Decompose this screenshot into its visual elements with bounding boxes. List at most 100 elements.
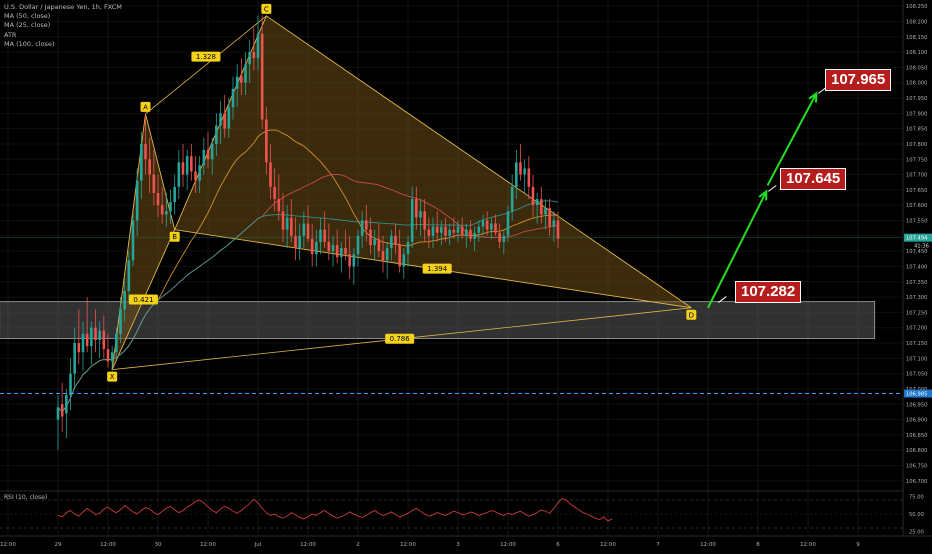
rsi-tick-label: 25.00: [909, 530, 924, 536]
candle-body: [260, 33, 264, 120]
countdown-label: 41:36: [914, 244, 929, 250]
candle-body: [452, 229, 456, 233]
rsi-tick-label: 50.00: [909, 512, 924, 518]
y-tick-label: 107.450: [906, 249, 927, 255]
candle-body: [244, 64, 247, 83]
candle-body: [502, 235, 506, 242]
candle-body: [235, 76, 239, 89]
projection-arrow-1: [707, 190, 768, 309]
candle-body: [444, 226, 447, 236]
candle-body: [110, 352, 114, 362]
y-tick-label: 107.050: [906, 372, 927, 378]
ratio-label: 1.394: [427, 265, 448, 273]
y-tick-label: 106.850: [906, 433, 927, 439]
candle-body: [227, 107, 231, 129]
candle-body: [277, 199, 281, 212]
candle-body: [173, 186, 176, 203]
y-tick-label: 107.250: [906, 310, 927, 316]
candle-body: [556, 220, 560, 239]
candle-body: [394, 235, 397, 245]
candle-body: [415, 199, 418, 218]
candle-body: [377, 238, 381, 252]
y-tick-label: 107.750: [906, 157, 927, 163]
x-tick-label: 12:00: [300, 542, 316, 548]
candle-body: [331, 245, 335, 252]
candle-body: [323, 229, 326, 242]
x-tick-label: 12:00: [500, 542, 516, 548]
candle-body: [552, 220, 556, 227]
x-tick-label: 7: [656, 542, 660, 548]
target-callout-107-645: 107.645: [780, 168, 847, 190]
candle-body: [369, 229, 372, 245]
candle-body: [273, 186, 276, 200]
candle-body: [281, 211, 285, 230]
candle-body: [531, 186, 535, 206]
pattern-point-d: [686, 309, 697, 320]
pattern-point-label-x: X: [110, 373, 115, 381]
candle-body: [298, 235, 301, 249]
candle-body: [219, 113, 222, 126]
candle-body: [306, 223, 310, 239]
target-zone-layer: [0, 301, 876, 339]
candle-body: [548, 208, 551, 227]
candle-body: [294, 235, 297, 249]
candle-body: [398, 245, 401, 267]
y-tick-label: 106.700: [906, 479, 927, 485]
y-tick-label: 107.900: [906, 111, 927, 117]
pattern-point-x: [107, 371, 118, 382]
candle-body: [169, 202, 172, 212]
x-tick-label: 2: [356, 542, 360, 548]
candle-body: [198, 165, 201, 181]
candle-body: [406, 241, 410, 255]
candle-body: [390, 235, 393, 249]
candle-body: [177, 162, 181, 187]
candle-body: [410, 199, 414, 242]
candle-body: [302, 223, 306, 236]
y-tick-label: 107.800: [906, 142, 927, 148]
candle-body: [131, 220, 135, 261]
legend-ma50[interactable]: MA (50, close): [4, 12, 51, 21]
y-tick-label: 106.750: [906, 464, 927, 470]
candle-body: [327, 241, 331, 252]
pattern-point-label-b: B: [172, 233, 177, 241]
candle-body: [140, 143, 143, 181]
y-tick-label: 107.550: [906, 219, 927, 225]
candle-body: [181, 162, 185, 175]
candle-body: [515, 162, 518, 187]
ratio-label: 1.328: [196, 53, 216, 61]
candle-body: [215, 125, 218, 144]
candle-body: [360, 220, 364, 236]
candle-body: [340, 248, 343, 258]
candle-body: [119, 309, 122, 334]
last-price-label: 107.494: [906, 236, 928, 242]
candle-body: [85, 333, 89, 347]
rsi-legend[interactable]: RSI (10, close): [4, 494, 48, 501]
projection-arrow-2: [766, 92, 818, 186]
x-tick-label: 3: [456, 542, 460, 548]
candle-body: [506, 211, 510, 236]
candle-body: [494, 223, 497, 233]
candle-body: [90, 327, 93, 347]
pattern-point-a: [140, 101, 151, 112]
ratio-label: 0.786: [390, 335, 411, 343]
x-tick-label: 12:00: [200, 542, 216, 548]
candle-body: [190, 156, 193, 172]
candle-body: [206, 150, 210, 160]
legend-ma100[interactable]: MA (100, close): [4, 39, 55, 48]
rsi-tick-label: 75.00: [909, 495, 924, 501]
candle-body: [256, 33, 260, 59]
y-tick-label: 108.000: [906, 81, 927, 87]
y-tick-label: 108.200: [906, 19, 927, 25]
y-tick-label: 108.100: [906, 50, 927, 56]
candle-body: [527, 168, 531, 187]
candle-body: [123, 290, 126, 310]
symbol-title[interactable]: U.S. Dollar / Japanese Yen, 1h, FXCM: [4, 3, 122, 11]
legend-atr[interactable]: ATR: [4, 30, 17, 39]
legend-ma25[interactable]: MA (25, close): [4, 21, 51, 30]
y-tick-label: 107.100: [906, 356, 927, 362]
candle-body: [456, 226, 460, 233]
x-tick-label: 12:00: [700, 542, 716, 548]
annotation-layer: X A B C D 1.328 0.421 1.394 0.786: [0, 3, 903, 395]
